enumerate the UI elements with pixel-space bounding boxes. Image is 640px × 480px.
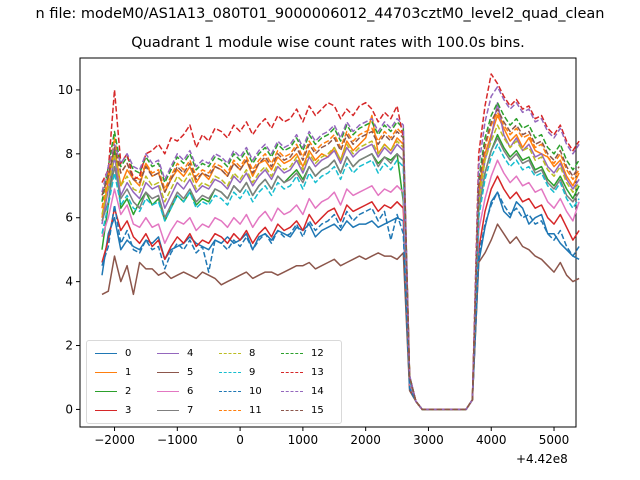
legend-entry: 15 (281, 402, 324, 418)
legend-entry: 13 (281, 364, 324, 380)
legend-swatch (219, 409, 241, 411)
legend-swatch (281, 352, 303, 354)
series-line-14 (101, 86, 580, 411)
legend-entry: 0 (95, 345, 131, 361)
chart-title: Quadrant 1 module wise count rates with … (131, 35, 525, 51)
x-tick-label: 0 (236, 433, 244, 447)
series-line-11 (101, 111, 580, 411)
legend-entry: 11 (219, 402, 262, 418)
legend-label: 12 (311, 347, 324, 359)
y-tick-label: 2 (65, 339, 73, 353)
legend-entry: 14 (281, 383, 324, 399)
legend-label: 5 (187, 366, 194, 378)
legend-label: 2 (125, 385, 132, 397)
y-tick-label: 6 (65, 211, 73, 225)
series-line-0 (101, 191, 580, 411)
y-tick-label: 8 (65, 147, 73, 161)
legend-swatch (219, 390, 241, 392)
legend-swatch (219, 371, 241, 373)
legend-label: 9 (249, 366, 256, 378)
legend-label: 6 (187, 385, 194, 397)
x-tick-label: −2000 (94, 433, 135, 447)
legend-entry: 9 (219, 364, 255, 380)
legend-entry: 5 (157, 364, 193, 380)
y-tick-label: 0 (65, 402, 73, 416)
legend-label: 4 (187, 347, 194, 359)
legend-label: 7 (187, 404, 194, 416)
y-tick-label: 4 (65, 275, 73, 289)
legend-swatch (157, 390, 179, 392)
legend-label: 13 (311, 366, 324, 378)
legend-entry: 7 (157, 402, 193, 418)
legend-swatch (281, 390, 303, 392)
series-line-12 (101, 101, 580, 411)
legend-entry: 4 (157, 345, 193, 361)
x-axis-offset-text: +4.42e8 (516, 452, 568, 466)
legend-swatch (157, 352, 179, 354)
plot-frame (79, 57, 577, 428)
legend: 0 1 2 3 4 5 6 7 8 9 10 11 12 13 14 15 (86, 340, 342, 424)
legend-entry: 1 (95, 364, 131, 380)
series-line-7 (101, 137, 580, 411)
legend-label: 3 (125, 404, 132, 416)
series-line-5 (101, 223, 580, 411)
series-lines (101, 73, 580, 411)
legend-entry: 6 (157, 383, 193, 399)
legend-entry: 2 (95, 383, 131, 399)
series-line-15 (101, 108, 580, 411)
legend-entry: 12 (281, 345, 324, 361)
legend-entry: 3 (95, 402, 131, 418)
series-line-9 (101, 143, 580, 411)
legend-swatch (157, 409, 179, 411)
series-line-3 (101, 175, 580, 411)
legend-label: 14 (311, 385, 324, 397)
x-tick-label: 3000 (413, 433, 444, 447)
series-line-1 (101, 114, 580, 411)
legend-entry: 8 (219, 345, 255, 361)
x-tick-label: 1000 (288, 433, 319, 447)
legend-swatch (281, 409, 303, 411)
legend-label: 15 (311, 404, 324, 416)
series-line-4 (101, 101, 580, 411)
legend-swatch (219, 352, 241, 354)
legend-label: 10 (249, 385, 262, 397)
legend-swatch (95, 390, 117, 392)
series-line-10 (101, 191, 580, 411)
x-tick-label: 2000 (350, 433, 381, 447)
legend-entry: 10 (219, 383, 262, 399)
legend-label: 0 (125, 347, 132, 359)
x-tick-label: 5000 (539, 433, 570, 447)
series-line-6 (101, 159, 580, 411)
legend-swatch (157, 371, 179, 373)
series-line-13 (101, 73, 580, 411)
figure-suptitle: n file: modeM0/AS1A13_080T01_9000006012_… (35, 6, 605, 22)
legend-label: 11 (249, 404, 262, 416)
legend-swatch (95, 352, 117, 354)
legend-swatch (95, 409, 117, 411)
x-tick-label: −1000 (157, 433, 198, 447)
x-tick-label: 4000 (476, 433, 507, 447)
legend-swatch (281, 371, 303, 373)
legend-label: 8 (249, 347, 256, 359)
series-line-8 (101, 124, 580, 411)
y-tick-label: 10 (58, 83, 73, 97)
legend-swatch (95, 371, 117, 373)
legend-label: 1 (125, 366, 132, 378)
